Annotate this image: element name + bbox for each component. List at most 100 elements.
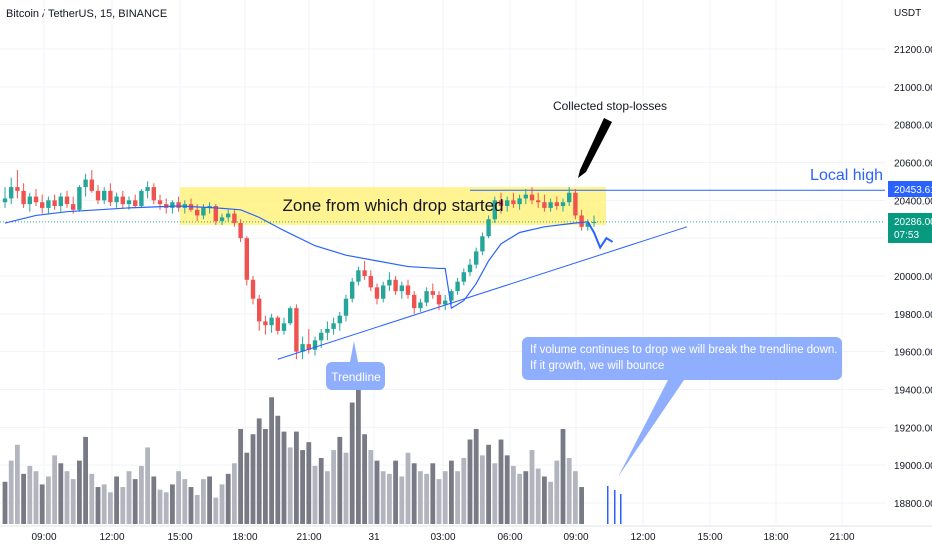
candle-body xyxy=(195,209,200,216)
volume-bar xyxy=(21,473,26,524)
candle-body xyxy=(83,179,88,188)
volume-bar xyxy=(306,442,312,524)
projected-volume-bar xyxy=(614,490,616,524)
volume-bar xyxy=(442,471,448,524)
volume-bar xyxy=(213,497,219,524)
candle-body xyxy=(219,217,225,222)
candle-body xyxy=(300,344,305,352)
volume-bar xyxy=(157,489,163,524)
volume-bar xyxy=(461,458,467,524)
candle-body xyxy=(170,202,175,208)
volume-bar xyxy=(343,452,349,524)
price-axis: 18800.00 19000.00 19200.00 19400.00 19600.00… xyxy=(894,45,932,510)
time-tick-label: 15:00 xyxy=(167,532,192,543)
candle-body xyxy=(89,179,94,191)
volume-bar xyxy=(188,487,194,524)
candle-body xyxy=(343,298,349,316)
candle-body xyxy=(523,194,528,199)
volume-bar xyxy=(535,468,541,524)
price-tick-label: 19800.00 xyxy=(894,310,932,321)
volume-bar xyxy=(368,450,374,524)
volume-bar xyxy=(70,479,76,524)
candle-body xyxy=(548,202,553,208)
candle-body xyxy=(368,276,373,288)
candle-body xyxy=(108,190,113,203)
volume-bar xyxy=(529,450,535,524)
candle-body xyxy=(201,207,206,216)
volume-bar xyxy=(83,436,88,524)
candle-body xyxy=(33,196,39,203)
candle-body xyxy=(517,198,522,205)
candle-body xyxy=(350,281,355,299)
volume-bar xyxy=(430,463,436,524)
volume-bar xyxy=(139,465,144,524)
volume-bar xyxy=(101,484,107,524)
candle-body xyxy=(505,200,510,207)
candle-body xyxy=(405,285,411,295)
volume-bar xyxy=(95,487,101,524)
chart-grid xyxy=(0,0,885,526)
volume-bar xyxy=(244,452,250,524)
volume-bar xyxy=(349,402,355,524)
local-high-badge: 20453.61 xyxy=(888,181,932,197)
candle-body xyxy=(381,285,386,299)
stops-label: Collected stop-losses xyxy=(553,99,667,113)
candle-body xyxy=(573,192,578,216)
volume-bar xyxy=(455,471,460,524)
candle-body xyxy=(294,308,299,352)
chart-title: Bitcoin / TetherUS, 15, BINANCE xyxy=(6,8,168,20)
volume-bar xyxy=(287,447,293,524)
volume-bar xyxy=(114,476,119,524)
candle-body xyxy=(232,213,237,224)
last-price-badge: 20286.00 07:53 xyxy=(888,213,932,243)
time-tick-label: 03:00 xyxy=(430,532,455,543)
candle-body xyxy=(64,196,70,205)
volume-bar xyxy=(170,484,175,524)
candle-body xyxy=(288,308,293,324)
candle-body xyxy=(362,270,367,276)
volume-bar xyxy=(108,492,113,524)
volume-bar xyxy=(46,476,51,524)
candle-body xyxy=(418,302,423,309)
candle-body xyxy=(536,200,541,203)
volume-bar xyxy=(176,471,181,524)
price-tick-label: 21200.00 xyxy=(894,45,932,56)
volume-bar xyxy=(201,479,206,524)
candle-body xyxy=(412,294,417,309)
volume-bar xyxy=(362,434,367,524)
volume-bar xyxy=(560,428,566,524)
local-high-label: Local high xyxy=(810,167,883,184)
volume-bar xyxy=(151,476,157,524)
trendline[interactable] xyxy=(277,226,688,360)
candle-body xyxy=(40,202,45,208)
candle-body xyxy=(102,190,107,201)
trendline-callout: Trendline xyxy=(326,341,385,390)
volume-bar xyxy=(58,463,64,524)
time-tick-label: 18:00 xyxy=(232,532,257,543)
volume-bar xyxy=(64,471,70,524)
candle-body xyxy=(71,204,76,210)
volume-bar xyxy=(554,460,560,524)
candle-body xyxy=(275,317,280,331)
candle-body xyxy=(9,187,14,199)
candle-body xyxy=(579,215,584,227)
volume-bar xyxy=(207,476,212,524)
volume-bar xyxy=(492,463,498,524)
volume-bar xyxy=(312,465,318,524)
volume-bar xyxy=(318,458,324,524)
volume-bar xyxy=(480,455,485,524)
volume-bar xyxy=(219,484,225,524)
volume-note-line-2: If it growth, we will bounce xyxy=(530,360,664,372)
volume-note-line-1: If volume continues to drop we will brea… xyxy=(530,344,837,356)
volume-bar xyxy=(294,431,299,524)
volume-bar xyxy=(194,494,200,524)
volume-bar xyxy=(232,463,237,524)
price-tick-label: 20000.00 xyxy=(894,272,932,283)
volume-bar xyxy=(8,460,14,524)
volume-bar xyxy=(2,481,8,524)
candle-body xyxy=(560,202,566,207)
volume-bar xyxy=(52,455,57,524)
volume-bar xyxy=(300,450,305,524)
time-tick-label: 18:00 xyxy=(763,532,788,543)
